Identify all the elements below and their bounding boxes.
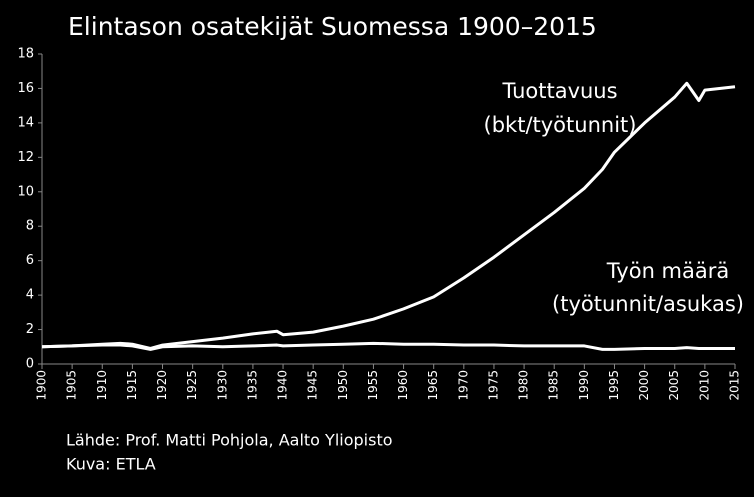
source-note: Lähde: Prof. Matti Pohjola, Aalto Yliopi… [66, 431, 393, 450]
x-tick-label: 1905 [65, 370, 79, 401]
x-tick-label: 1910 [95, 370, 109, 401]
x-tick-label: 1995 [607, 370, 621, 401]
y-tick-label: 10 [17, 184, 34, 199]
x-tick-label: 1935 [245, 370, 259, 401]
series-line [41, 341, 735, 351]
series-sublabel: (työtunnit/asukas) [552, 292, 744, 316]
x-tick-label: 1920 [155, 370, 169, 401]
x-tick-label: 2010 [697, 370, 711, 401]
x-tick-label: 2015 [728, 370, 742, 401]
x-tick-label: 1945 [306, 370, 320, 401]
x-tick-label: 1985 [547, 370, 561, 401]
x-tick-label: 1900 [35, 370, 49, 401]
x-tick-label: 1915 [125, 370, 139, 401]
x-tick-label: 1950 [336, 370, 350, 401]
x-tick-label: 1940 [276, 370, 290, 401]
y-tick-label: 18 [17, 47, 34, 62]
x-tick-label: 1930 [215, 370, 229, 401]
x-tick-label: 1965 [426, 370, 440, 401]
y-tick-label: 2 [26, 322, 34, 337]
x-tick-label: 2000 [637, 370, 651, 401]
y-tick-label: 12 [17, 150, 34, 165]
y-tick-label: 4 [26, 288, 34, 303]
y-tick-label: 8 [26, 219, 34, 234]
y-tick-label: 16 [17, 81, 34, 96]
x-tick-label: 1980 [517, 370, 531, 401]
series-label: Tuottavuus [501, 79, 617, 103]
x-tick-label: 1960 [396, 370, 410, 401]
y-tick-label: 6 [26, 253, 34, 268]
y-tick-label: 14 [17, 115, 34, 130]
series-label: Työn määrä [606, 259, 730, 283]
credit-note: Kuva: ETLA [66, 455, 156, 474]
series-sublabel: (bkt/työtunnit) [484, 113, 637, 137]
x-tick-label: 1925 [185, 370, 199, 401]
y-tick-label: 0 [26, 357, 34, 372]
x-tick-label: 1990 [577, 370, 591, 401]
chart-title: Elintason osatekijät Suomessa 1900–2015 [68, 12, 597, 41]
x-tick-label: 1975 [486, 370, 500, 401]
x-tick-label: 2005 [667, 370, 681, 401]
x-tick-label: 1955 [366, 370, 380, 401]
x-tick-label: 1970 [456, 370, 470, 401]
